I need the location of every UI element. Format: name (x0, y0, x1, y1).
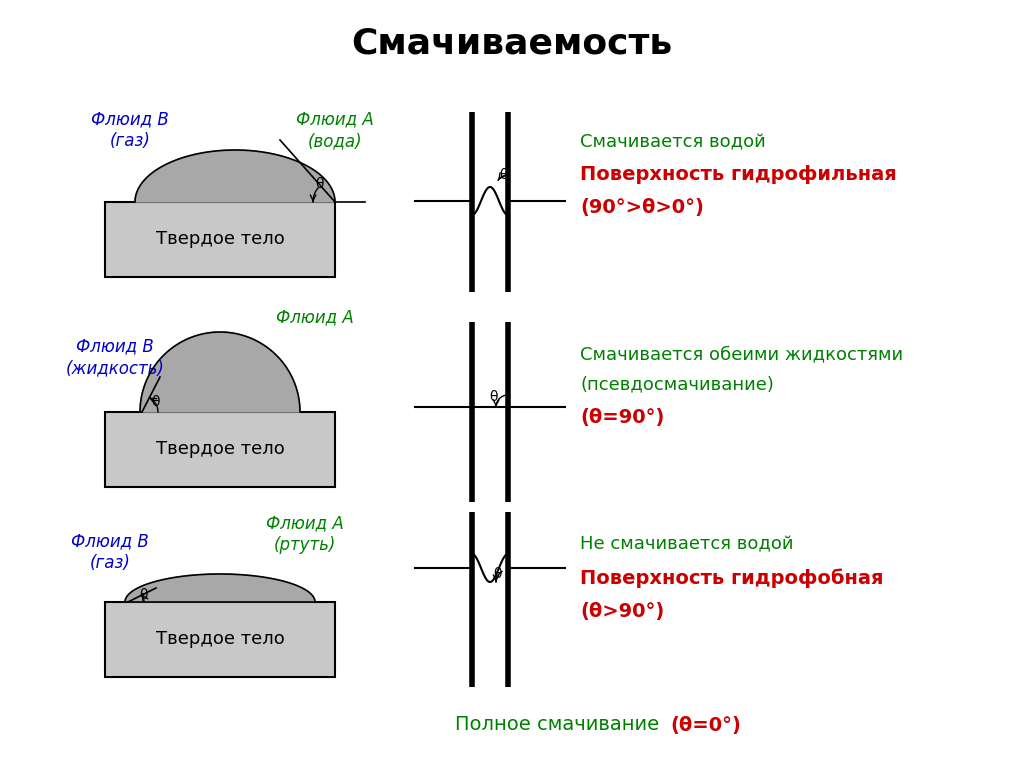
Text: Флюид В
(газ): Флюид В (газ) (91, 110, 169, 150)
Text: θ: θ (315, 177, 325, 191)
Text: Полное смачивание: Полное смачивание (455, 716, 659, 735)
Bar (105, 602, 335, 677)
Text: Твердое тело: Твердое тело (156, 440, 285, 459)
Text: Флюид В
(жидкость): Флюид В (жидкость) (66, 337, 165, 377)
Text: Смачиваемость: Смачиваемость (351, 27, 673, 61)
Text: (псевдосмачивание): (псевдосмачивание) (580, 375, 774, 393)
Text: θ: θ (500, 168, 508, 182)
Bar (105, 202, 335, 277)
Text: θ: θ (494, 567, 502, 581)
Text: Флюид А: Флюид А (276, 308, 354, 326)
Text: Поверхность гидрофобная: Поверхность гидрофобная (580, 568, 884, 588)
Text: Флюид А
(ртуть): Флюид А (ртуть) (266, 514, 344, 554)
Text: θ: θ (138, 588, 147, 602)
Polygon shape (125, 574, 315, 602)
Text: Смачивается водой: Смачивается водой (580, 133, 766, 151)
Text: Флюид В
(газ): Флюид В (газ) (71, 532, 148, 572)
Text: Поверхность гидрофильная: Поверхность гидрофильная (580, 164, 897, 183)
Text: Твердое тело: Твердое тело (156, 231, 285, 249)
Text: Флюид А
(вода): Флюид А (вода) (296, 110, 374, 150)
Text: Смачивается обеими жидкостями: Смачивается обеими жидкостями (580, 345, 903, 363)
Text: Не смачивается водой: Не смачивается водой (580, 535, 794, 553)
Text: (θ=90°): (θ=90°) (580, 407, 665, 426)
Text: (θ=0°): (θ=0°) (670, 716, 741, 735)
Text: (θ>90°): (θ>90°) (580, 603, 665, 621)
Text: Твердое тело: Твердое тело (156, 630, 285, 649)
Polygon shape (135, 150, 335, 202)
Polygon shape (140, 332, 300, 412)
Bar (105, 412, 335, 487)
Text: (90°>θ>0°): (90°>θ>0°) (580, 197, 703, 216)
Text: θ: θ (489, 390, 499, 404)
Text: θ: θ (152, 395, 160, 409)
